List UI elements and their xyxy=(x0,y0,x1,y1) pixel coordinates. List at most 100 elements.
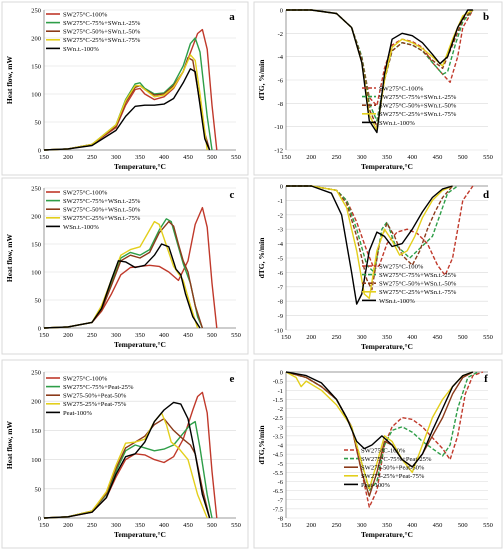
x-tick-label: 250 xyxy=(87,154,97,161)
y-tick-label: -12 xyxy=(274,148,283,155)
legend-entry: SW275°C-25%+SWn.t.-75% xyxy=(63,37,141,44)
x-tick-label: 200 xyxy=(306,334,316,341)
x-tick-label: 400 xyxy=(159,332,169,339)
legend-entry: SW275°C-25%+WSn.t.-75% xyxy=(379,289,457,296)
legend-entry: SWn.t.-100% xyxy=(379,120,415,127)
y-tick-label: 0 xyxy=(38,516,41,523)
x-tick-label: 550 xyxy=(231,154,241,161)
x-tick-label: 500 xyxy=(458,154,468,161)
series-line-5 xyxy=(43,243,201,329)
y-tick-label: -1.5 xyxy=(273,397,283,404)
x-axis-label: Temperature,°C xyxy=(114,162,166,171)
legend-entry: Peat-100% xyxy=(361,482,390,489)
x-tick-label: 450 xyxy=(433,334,443,341)
y-tick-label: -1 xyxy=(278,388,283,395)
x-tick-label: 550 xyxy=(231,522,241,529)
y-tick-label: 200 xyxy=(31,36,41,43)
x-tick-label: 350 xyxy=(382,154,392,161)
x-tick-label: 300 xyxy=(357,334,367,341)
y-axis-label: dTG, %/min xyxy=(257,59,266,101)
series-line-2 xyxy=(285,371,479,492)
x-tick-label: 300 xyxy=(111,522,121,529)
panel-letter: a xyxy=(229,11,235,23)
y-tick-label: -1 xyxy=(278,198,283,205)
series-line-1 xyxy=(43,28,218,151)
y-tick-label: 200 xyxy=(31,214,41,221)
legend-entry: SW275°C-75%+WSn.t.-25% xyxy=(379,272,457,279)
y-tick-label: 0 xyxy=(280,8,283,15)
x-tick-label: 400 xyxy=(159,522,169,529)
panel-f: 0 -0.5 -1 -1.5 -2 -2.5 -3 -3.5 -4 -4.5 -5 -5.5 -6 -6.… xyxy=(253,359,503,549)
y-tick-label: -3 xyxy=(278,227,283,234)
x-tick-label: 250 xyxy=(332,522,342,529)
y-tick-label: 150 xyxy=(31,428,41,435)
y-tick-label: -6 xyxy=(278,270,284,277)
y-tick-label: -4 xyxy=(278,241,284,248)
x-tick-label: 350 xyxy=(382,522,392,529)
series-line-5 xyxy=(43,68,211,151)
x-axis-label: Temperature,°C xyxy=(361,342,413,351)
y-tick-label: -4 xyxy=(278,443,284,450)
y-tick-label: -3.5 xyxy=(273,433,283,440)
x-tick-label: 450 xyxy=(183,522,193,529)
y-axis-label: dTG, %/min xyxy=(257,237,266,279)
y-tick-label: -8 xyxy=(278,101,283,108)
y-tick-label: -7 xyxy=(278,284,284,291)
x-tick-label: 350 xyxy=(135,332,145,339)
x-tick-label: 300 xyxy=(357,154,367,161)
y-tick-label: 0 xyxy=(38,148,41,155)
legend-entry: SW275-50%+Peat-50% xyxy=(361,465,425,472)
x-tick-label: 200 xyxy=(63,332,73,339)
x-axis-label: Temperature,°C xyxy=(361,162,413,171)
panel-border xyxy=(253,1,503,176)
panel-a: 0 50 100 150 200 250 150 200 250 300 350 400 450 500 5… xyxy=(1,1,249,176)
x-tick-label: 200 xyxy=(63,154,73,161)
y-tick-label: 150 xyxy=(31,242,41,249)
y-tick-label: -6 xyxy=(278,479,284,486)
legend-entry: SW275°C-100% xyxy=(379,263,424,270)
x-tick-label: 500 xyxy=(207,332,217,339)
x-tick-label: 450 xyxy=(433,154,443,161)
series-line-2 xyxy=(286,185,459,274)
legend-entry: SW275°C-50%+SWn.t.-50% xyxy=(63,29,141,36)
x-tick-label: 450 xyxy=(183,332,193,339)
x-tick-label: 200 xyxy=(306,522,316,529)
series-line-5 xyxy=(43,401,211,519)
y-tick-label: -6 xyxy=(278,78,284,85)
y-tick-label: -5.5 xyxy=(273,470,283,477)
series-line-3 xyxy=(286,185,454,291)
y-tick-label: 100 xyxy=(31,270,41,277)
y-axis-label: dTG,%/min xyxy=(257,425,266,465)
y-axis-label: Heat flow, mW xyxy=(5,233,14,282)
x-axis-label: Temperature,°C xyxy=(114,340,166,349)
legend-entry: SW275°C-75%+Peat-25% xyxy=(361,456,432,463)
y-axis-label: Heat flow, mW xyxy=(5,420,14,469)
x-tick-label: 250 xyxy=(87,522,97,529)
x-tick-label: 150 xyxy=(281,522,291,529)
legend-entry: SW275°C-100% xyxy=(63,189,108,196)
x-axis-label: Temperature,°C xyxy=(361,530,413,539)
y-tick-label: 250 xyxy=(31,8,41,15)
x-tick-label: 500 xyxy=(207,154,217,161)
panel-letter: b xyxy=(483,11,489,23)
legend-entry: SWn.t.-100% xyxy=(63,46,99,53)
x-tick-label: 150 xyxy=(281,154,291,161)
x-tick-label: 550 xyxy=(483,522,493,529)
x-tick-label: 500 xyxy=(458,522,468,529)
panel-letter: f xyxy=(484,373,488,385)
y-tick-label: -8 xyxy=(278,516,283,523)
x-tick-label: 550 xyxy=(483,334,493,341)
legend-entry: SW275°C-100% xyxy=(379,85,424,92)
y-tick-label: 0 xyxy=(38,326,41,333)
y-tick-label: -2.5 xyxy=(273,415,283,422)
y-tick-label: -2 xyxy=(278,406,283,413)
x-tick-label: 150 xyxy=(39,522,49,529)
legend-entry: SW275-25%+Peat-75% xyxy=(361,473,425,480)
x-tick-label: 350 xyxy=(135,522,145,529)
x-tick-label: 350 xyxy=(382,334,392,341)
legend-entry: SW275°C-75%+WSn.t.-25% xyxy=(63,198,141,205)
legend-entry: SW275°C-100% xyxy=(63,375,108,382)
legend-entry: SW275°C-50%+WSn.t.-50% xyxy=(379,281,457,288)
